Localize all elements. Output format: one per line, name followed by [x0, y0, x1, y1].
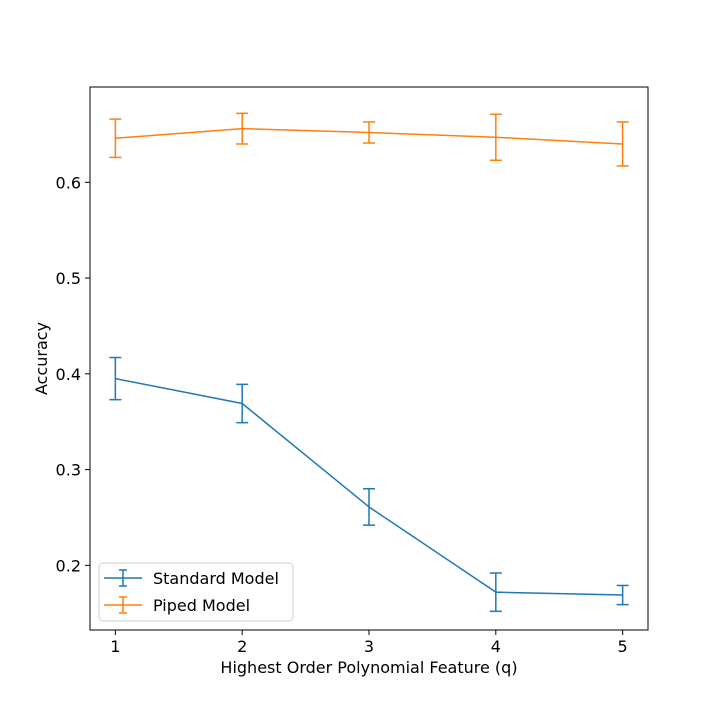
x-tick-label: 4	[491, 637, 501, 656]
legend-label: Piped Model	[153, 596, 250, 615]
x-tick-label: 2	[237, 637, 247, 656]
y-axis-label: Accuracy	[32, 322, 51, 395]
error-bar	[109, 356, 122, 401]
y-tick-label: 0.3	[56, 461, 81, 480]
legend-label: Standard Model	[153, 569, 279, 588]
y-tick-label: 0.4	[56, 365, 81, 384]
error-bar	[616, 121, 629, 167]
series-0	[109, 356, 629, 613]
x-axis-label: Highest Order Polynomial Feature (q)	[220, 658, 517, 677]
legend: Standard Model Piped Model	[98, 562, 294, 622]
error-bar	[363, 121, 375, 144]
y-axis-ticks: 0.2 0.3 0.4 0.5 0.6	[56, 173, 90, 575]
error-bar	[236, 112, 249, 145]
legend-item: Standard Model	[104, 569, 279, 588]
error-bar	[109, 118, 122, 159]
y-tick-label: 0.5	[56, 269, 81, 288]
error-bar	[616, 584, 629, 606]
error-bar	[363, 487, 375, 526]
x-axis-ticks: 1 2 3 4 5	[110, 630, 628, 656]
x-tick-label: 5	[618, 637, 628, 656]
legend-item: Piped Model	[104, 596, 250, 615]
series-1	[109, 112, 629, 167]
y-tick-label: 0.2	[56, 556, 81, 575]
y-tick-label: 0.6	[56, 173, 81, 192]
legend-box	[98, 562, 294, 622]
x-tick-label: 3	[364, 637, 374, 656]
error-bar	[236, 383, 249, 424]
error-bar	[489, 113, 502, 162]
x-tick-label: 1	[110, 637, 120, 656]
plot-layer	[109, 112, 629, 613]
error-bar	[489, 572, 502, 613]
